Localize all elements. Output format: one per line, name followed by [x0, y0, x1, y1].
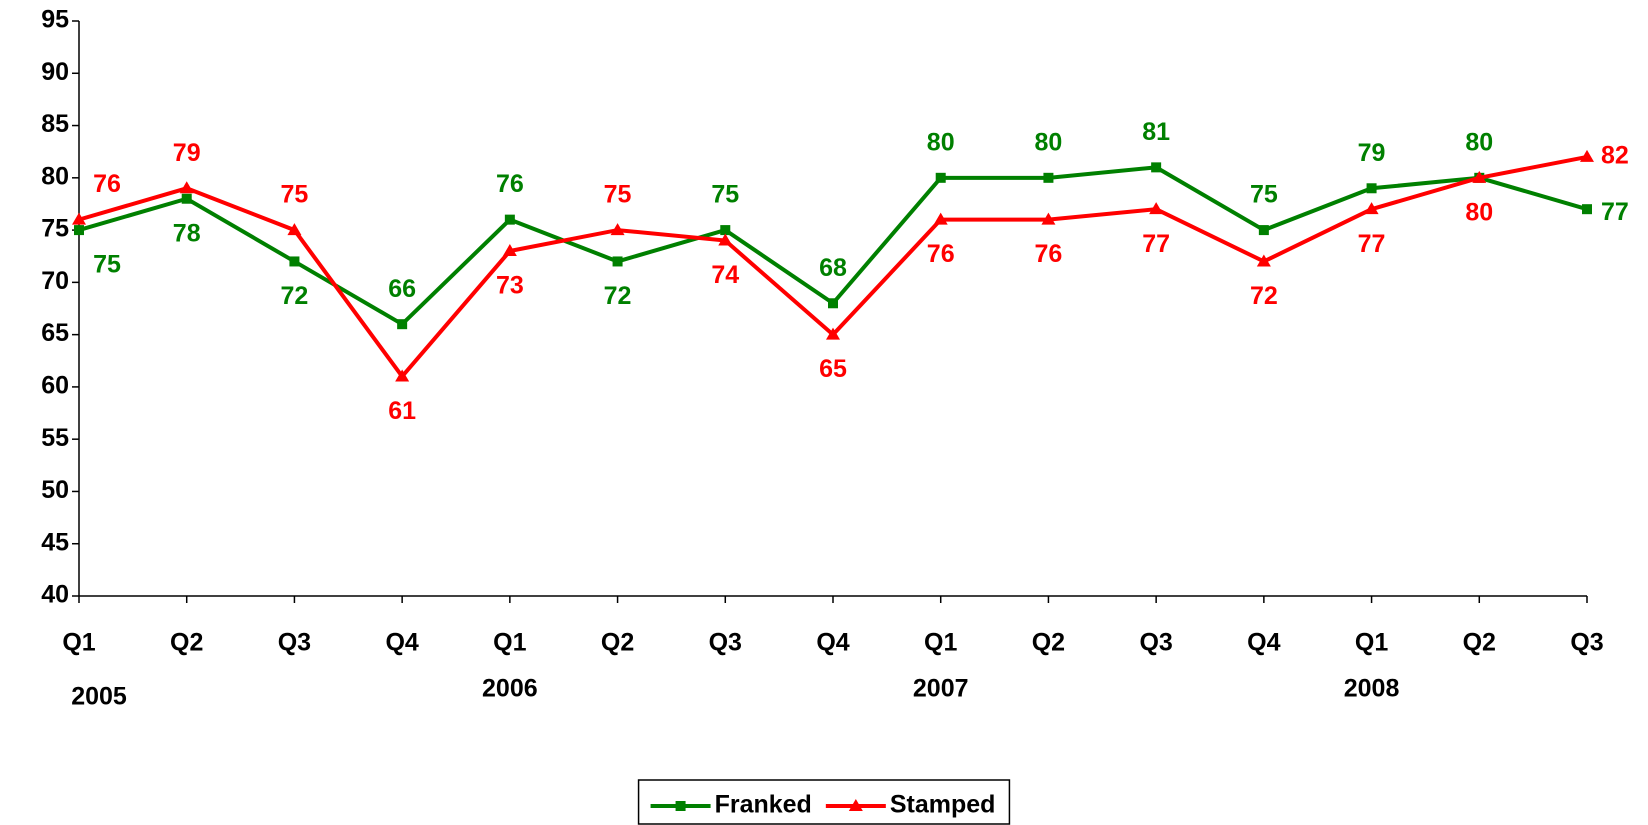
data-label: 80 — [1465, 198, 1493, 226]
x-tick-label: Q4 — [1247, 629, 1280, 657]
marker — [395, 369, 410, 382]
data-label: 80 — [927, 128, 955, 156]
data-label: 76 — [1035, 240, 1063, 268]
marker — [502, 244, 517, 256]
data-label: 75 — [711, 181, 739, 209]
marker — [610, 223, 625, 236]
data-label: 68 — [819, 254, 847, 282]
x-tick-label: Q2 — [1463, 629, 1496, 657]
data-label: 75 — [1250, 181, 1278, 209]
data-label: 75 — [281, 181, 309, 209]
data-label: 77 — [1358, 230, 1386, 258]
marker — [287, 223, 302, 236]
marker — [1258, 225, 1269, 236]
x-tick-label: Q2 — [1032, 629, 1065, 657]
y-tick-label: 70 — [41, 267, 69, 295]
x-tick-label: Q1 — [62, 629, 95, 657]
data-label: 77 — [1142, 230, 1170, 258]
marker — [933, 212, 948, 225]
marker — [1256, 254, 1271, 267]
marker — [826, 327, 840, 340]
data-label: 82 — [1601, 142, 1629, 170]
data-label: 81 — [1142, 118, 1170, 146]
legend: Franked Stamped — [637, 779, 1011, 825]
marker — [1041, 212, 1056, 225]
x-tick-label: Q3 — [709, 629, 742, 657]
y-tick-label: 65 — [41, 319, 69, 347]
marker — [612, 256, 623, 267]
y-tick-label: 60 — [41, 372, 69, 400]
data-label: 74 — [711, 261, 739, 289]
marker — [397, 319, 408, 330]
marker — [1366, 183, 1377, 194]
data-label: 79 — [173, 139, 201, 167]
data-label: 77 — [1601, 198, 1629, 226]
y-tick-label: 90 — [41, 58, 69, 86]
marker — [1149, 202, 1164, 215]
legend-marker — [848, 799, 863, 811]
x-tick-label: Q4 — [385, 629, 418, 657]
y-tick-label: 55 — [41, 424, 69, 452]
legend-box — [637, 779, 1011, 825]
x-tick-label: Q3 — [1139, 629, 1172, 657]
marker — [72, 212, 86, 225]
marker — [828, 298, 838, 309]
marker — [1580, 149, 1594, 162]
data-label: 80 — [1035, 128, 1063, 156]
y-tick-label: 50 — [41, 476, 69, 504]
marker — [1472, 170, 1487, 183]
data-label: 72 — [1250, 282, 1278, 310]
marker — [181, 193, 192, 204]
legend-marker — [675, 801, 686, 811]
y-tick-label: 40 — [41, 581, 69, 609]
marker — [1151, 162, 1162, 173]
marker — [720, 225, 731, 236]
data-label: 61 — [388, 397, 416, 425]
data-label: 80 — [1465, 128, 1493, 156]
x-tick-label: Q3 — [278, 629, 311, 657]
x-tick-label: Q1 — [1355, 629, 1388, 657]
year-label: 2008 — [1344, 675, 1400, 703]
data-label: 72 — [604, 282, 632, 310]
data-label: 76 — [927, 240, 955, 268]
marker — [74, 225, 84, 236]
x-tick-label: Q2 — [170, 629, 203, 657]
y-tick-label: 80 — [41, 162, 69, 190]
x-tick-label: Q2 — [601, 629, 634, 657]
marker — [1364, 202, 1379, 215]
data-label: 76 — [93, 170, 121, 198]
data-label: 79 — [1358, 139, 1386, 167]
data-label: 66 — [388, 275, 416, 303]
y-tick-label: 75 — [41, 215, 69, 243]
year-label: 2005 — [71, 683, 127, 711]
legend-label: Stamped — [890, 791, 996, 819]
data-label: 73 — [496, 272, 524, 300]
marker — [179, 181, 194, 194]
year-label: 2006 — [482, 675, 538, 703]
data-label: 72 — [281, 282, 309, 310]
marker — [504, 214, 515, 225]
marker — [935, 172, 946, 183]
data-label: 78 — [173, 219, 201, 247]
y-tick-label: 45 — [41, 528, 69, 556]
x-tick-label: Q4 — [816, 629, 849, 657]
year-label: 2007 — [913, 675, 969, 703]
data-label: 65 — [819, 355, 847, 383]
marker — [718, 233, 733, 246]
y-tick-label: 95 — [41, 6, 69, 34]
data-label: 75 — [93, 251, 121, 279]
x-tick-label: Q3 — [1570, 629, 1603, 657]
data-label: 75 — [604, 181, 632, 209]
y-tick-label: 85 — [41, 110, 69, 138]
x-tick-label: Q1 — [493, 629, 526, 657]
marker — [1043, 172, 1054, 183]
legend-label: Franked — [715, 791, 812, 819]
marker — [289, 256, 300, 267]
data-label: 76 — [496, 170, 524, 198]
marker — [1582, 204, 1592, 215]
x-tick-label: Q1 — [924, 629, 957, 657]
